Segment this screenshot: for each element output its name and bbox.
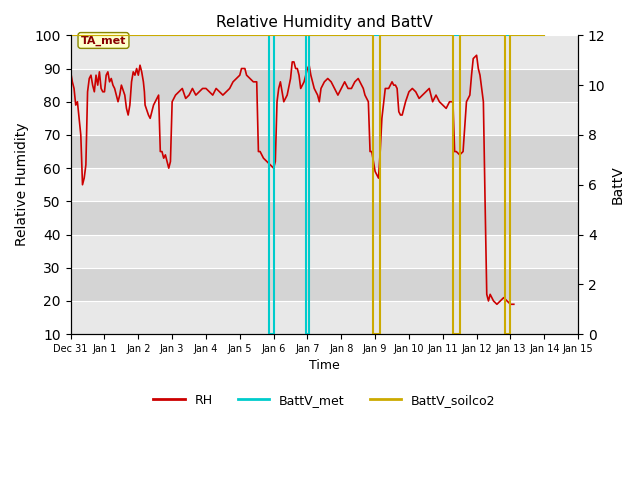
Legend: RH, BattV_met, BattV_soilco2: RH, BattV_met, BattV_soilco2 xyxy=(148,389,500,411)
Bar xyxy=(70,268,578,301)
Bar xyxy=(70,135,578,168)
Bar xyxy=(70,69,578,102)
Bar xyxy=(70,235,578,268)
X-axis label: Time: Time xyxy=(309,360,340,372)
Bar xyxy=(70,102,578,135)
Y-axis label: BattV: BattV xyxy=(611,166,625,204)
Bar xyxy=(70,36,578,69)
Bar xyxy=(70,201,578,235)
Y-axis label: Relative Humidity: Relative Humidity xyxy=(15,123,29,247)
Bar xyxy=(70,301,578,334)
Text: TA_met: TA_met xyxy=(81,36,126,46)
Bar xyxy=(70,168,578,201)
Title: Relative Humidity and BattV: Relative Humidity and BattV xyxy=(216,15,433,30)
